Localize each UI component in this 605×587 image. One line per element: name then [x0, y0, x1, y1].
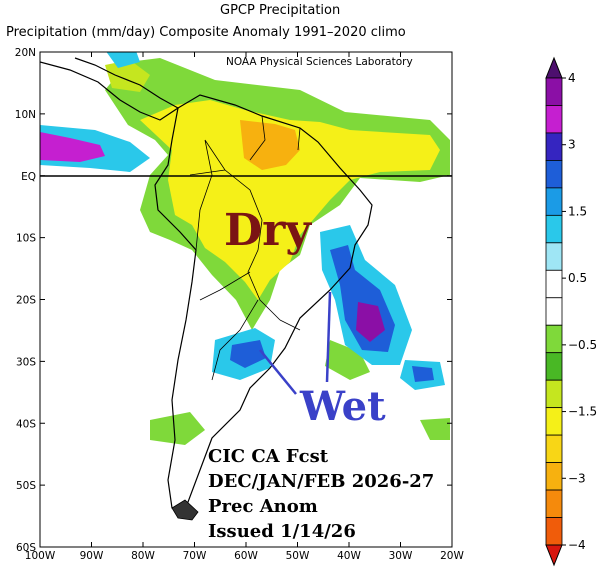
wet-label: Wet	[299, 383, 386, 430]
central-america-coastline	[40, 57, 180, 121]
longitude-axis: 100W 90W 80W 70W 60W 50W 40W 30W 20W	[25, 52, 464, 562]
chart-subtitle: Precipitation (mm/day) Composite Anomaly…	[6, 25, 406, 40]
colorbar-segment	[545, 489, 563, 518]
lon-tick-label: 20W	[440, 550, 464, 562]
colorbar-segment	[545, 517, 563, 546]
colorbar-segment	[545, 105, 563, 134]
lon-tick-label: 100W	[25, 550, 56, 562]
colorbar-label: −4	[568, 538, 586, 552]
south-america-coastline	[154, 94, 373, 511]
lat-tick-label: 40S	[16, 418, 36, 430]
colorbar-segment	[545, 379, 563, 409]
dry-patch-far	[420, 418, 450, 440]
forecast-line-3: Prec Anom	[208, 496, 318, 517]
country-borders	[189, 115, 301, 381]
colorbar-segment	[545, 214, 563, 244]
colorbar-segment	[545, 324, 563, 354]
colorbar-top-arrow	[545, 56, 563, 79]
colorbar-bottom-arrow	[545, 544, 563, 567]
chart-title: GPCP Precipitation	[220, 3, 340, 18]
colorbar: 4 3 1.5 0.5 −0.5 −1.5 −3 −4	[545, 56, 597, 567]
forecast-line-4: Issued 1/14/26	[208, 521, 356, 542]
colorbar-segment	[545, 160, 563, 189]
colorbar-segment	[545, 462, 563, 491]
lon-tick-label: 80W	[131, 550, 155, 562]
forecast-line-1: CIC CA Fcst	[208, 446, 329, 467]
colorbar-segment	[545, 352, 563, 381]
dry-patch-south	[150, 412, 205, 445]
colorbar-label: 0.5	[568, 271, 587, 285]
colorbar-segment	[545, 77, 563, 106]
lat-tick-label: 60S	[16, 542, 36, 554]
lat-tick-label: 10N	[15, 109, 36, 121]
colorbar-label: −0.5	[568, 338, 597, 352]
dry-label: Dry	[224, 205, 312, 256]
lat-tick-label: 20N	[15, 47, 36, 59]
colorbar-segment	[545, 269, 563, 299]
lab-credit: NOAA Physical Sciences Laboratory	[226, 56, 413, 68]
anomaly-fields	[40, 52, 450, 521]
wet-arrow-plata	[259, 349, 297, 395]
lat-tick-label: 30S	[16, 356, 36, 368]
lat-tick-label: 10S	[16, 233, 36, 245]
colorbar-segment	[545, 132, 563, 161]
colorbar-label: −3	[568, 471, 586, 485]
dry-patch-east	[325, 340, 370, 380]
wet-area-plata-core	[230, 340, 266, 368]
lat-tick-label: 20S	[16, 295, 36, 307]
wet-area-pacific-inner	[40, 132, 105, 162]
colorbar-label: 4	[568, 71, 576, 85]
latitude-axis: 20N 10N EQ 10S 20S 30S 40S 50S 60S	[15, 47, 452, 554]
lon-tick-label: 70W	[183, 550, 207, 562]
wet-area-atlantic-core	[412, 366, 434, 382]
colorbar-segment	[545, 407, 563, 436]
lon-tick-label: 50W	[286, 550, 310, 562]
lat-tick-label: EQ	[21, 171, 36, 183]
colorbar-segment	[545, 242, 563, 271]
colorbar-label: 3	[568, 138, 576, 152]
wet-arrow-brazil	[325, 291, 332, 383]
lon-tick-label: 30W	[389, 550, 413, 562]
lon-tick-label: 60W	[234, 550, 258, 562]
forecast-line-2: DEC/JAN/FEB 2026-27	[208, 471, 434, 492]
tierra-del-fuego	[171, 499, 199, 521]
dry-area-yellow	[140, 100, 440, 300]
lon-tick-label: 40W	[337, 550, 361, 562]
wet-area-north	[106, 52, 140, 68]
lon-tick-label: 90W	[80, 550, 104, 562]
wet-area-brazil-core	[356, 302, 385, 342]
colorbar-label: 1.5	[568, 204, 587, 218]
lat-tick-label: 50S	[16, 480, 36, 492]
colorbar-segment	[545, 434, 563, 463]
dry-area-orange	[240, 120, 300, 170]
colorbar-label: −1.5	[568, 405, 597, 419]
colorbar-segment	[545, 297, 563, 326]
colorbar-segment	[545, 187, 563, 216]
